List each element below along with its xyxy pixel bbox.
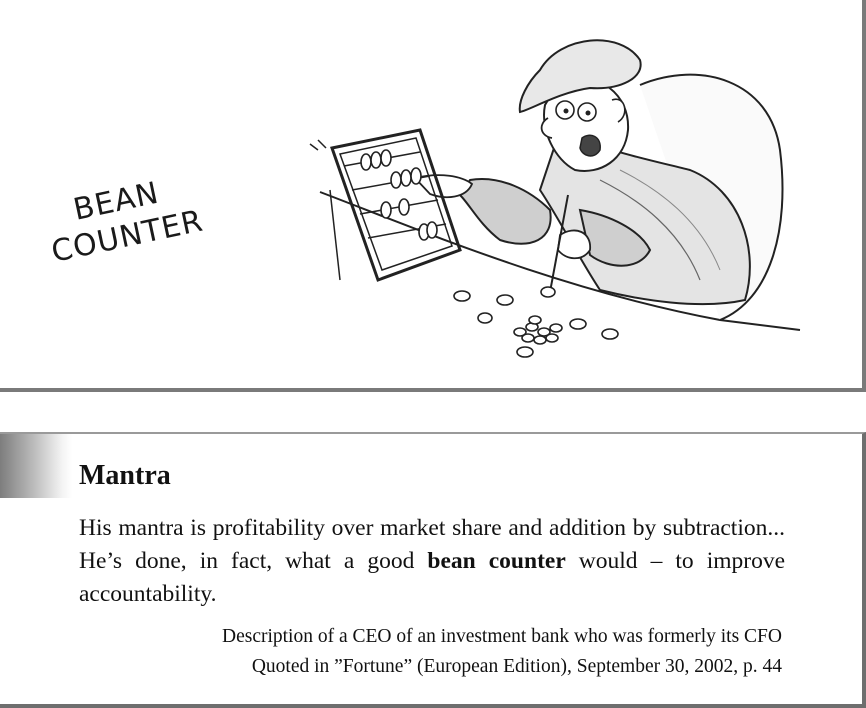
quote-text: His mantra is profitability over market … xyxy=(79,512,785,611)
attribution-line-2: Quoted in ”Fortune” (European Edition), … xyxy=(251,656,782,677)
attribution: Description of a CEO of an investment ba… xyxy=(222,622,782,682)
attribution-line-1: Description of a CEO of an investment ba… xyxy=(222,626,782,647)
quote-text-part1: His mantra is profitability over market … xyxy=(79,515,785,574)
cartoon-panel: BEAN COUNTER xyxy=(0,0,866,392)
quote-text-part2: would – to improve accountability. xyxy=(79,548,786,607)
gradient-accent xyxy=(0,434,72,498)
quote-title: Mantra xyxy=(79,460,171,491)
quote-box: Mantra His mantra is profitability over … xyxy=(0,432,866,708)
quote-text-bold: bean counter xyxy=(427,548,566,574)
bean-counter-illustration: BEAN COUNTER xyxy=(48,39,801,358)
